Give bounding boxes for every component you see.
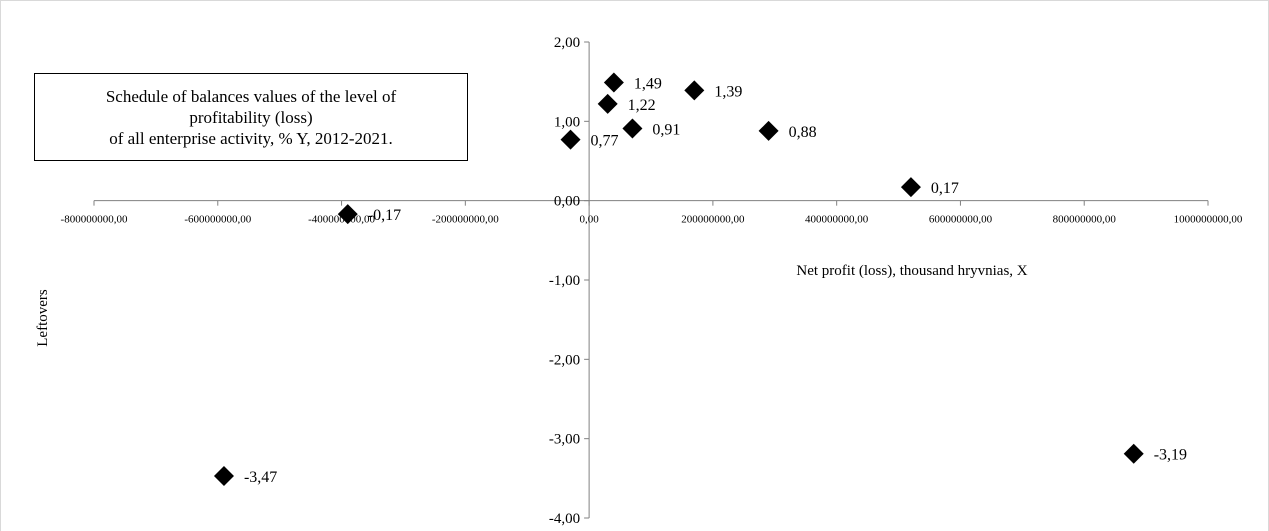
y-tick-label: -3,00 <box>549 432 580 448</box>
data-point-marker <box>900 177 921 198</box>
data-point-label: 0,77 <box>591 133 619 150</box>
data-point-label: 1,39 <box>714 83 742 100</box>
y-tick-label: -2,00 <box>549 352 580 368</box>
data-point-label: -0,17 <box>368 207 401 224</box>
data-point-marker <box>597 93 618 114</box>
data-point-marker <box>213 465 234 486</box>
chart-title-line: profitability (loss) <box>189 107 313 127</box>
data-point-marker <box>684 80 705 101</box>
y-tick-label: -4,00 <box>549 511 580 527</box>
data-point-label: 0,17 <box>931 180 959 197</box>
chart-title-box: Schedule of balances values of the level… <box>34 73 468 161</box>
x-tick-label: 800000000,00 <box>1053 214 1117 226</box>
data-point-marker <box>622 118 643 139</box>
x-tick-label: -800000000,00 <box>61 214 128 226</box>
x-tick-label: 1000000000,00 <box>1174 214 1243 226</box>
data-point-label: 0,88 <box>789 124 817 141</box>
y-tick-label: 1,00 <box>554 114 580 130</box>
x-axis-title: Net profit (loss), thousand hryvnias, X <box>796 263 1027 279</box>
data-point-marker <box>1123 443 1144 464</box>
data-point-marker <box>603 72 624 93</box>
data-point-label: -3,19 <box>1154 447 1187 464</box>
chart-title-line: Schedule of balances values of the level… <box>105 86 397 106</box>
data-point-label: 1,22 <box>628 97 656 114</box>
y-tick-label: 2,00 <box>554 35 580 51</box>
x-tick-label: 400000000,00 <box>805 214 869 226</box>
data-point-label: -3,47 <box>244 469 277 486</box>
chart-title-line: of all enterprise activity, % Y, 2012-20… <box>109 128 393 148</box>
data-point-marker <box>560 129 581 150</box>
x-tick-label: 600000000,00 <box>929 214 993 226</box>
data-point-label: 0,91 <box>652 121 680 138</box>
data-point-marker <box>337 204 358 225</box>
x-tick-label: 0,00 <box>579 214 599 226</box>
y-axis-title: Leftovers <box>35 289 51 347</box>
y-tick-label: -1,00 <box>549 273 580 289</box>
y-tick-label: 0,00 <box>554 194 580 210</box>
data-point-marker <box>758 120 779 141</box>
data-point-label: 1,49 <box>634 75 662 92</box>
x-tick-label: -400000000,00 <box>308 214 375 226</box>
x-tick-label: 200000000,00 <box>681 214 745 226</box>
x-tick-label: -600000000,00 <box>184 214 251 226</box>
x-tick-label: -200000000,00 <box>432 214 499 226</box>
